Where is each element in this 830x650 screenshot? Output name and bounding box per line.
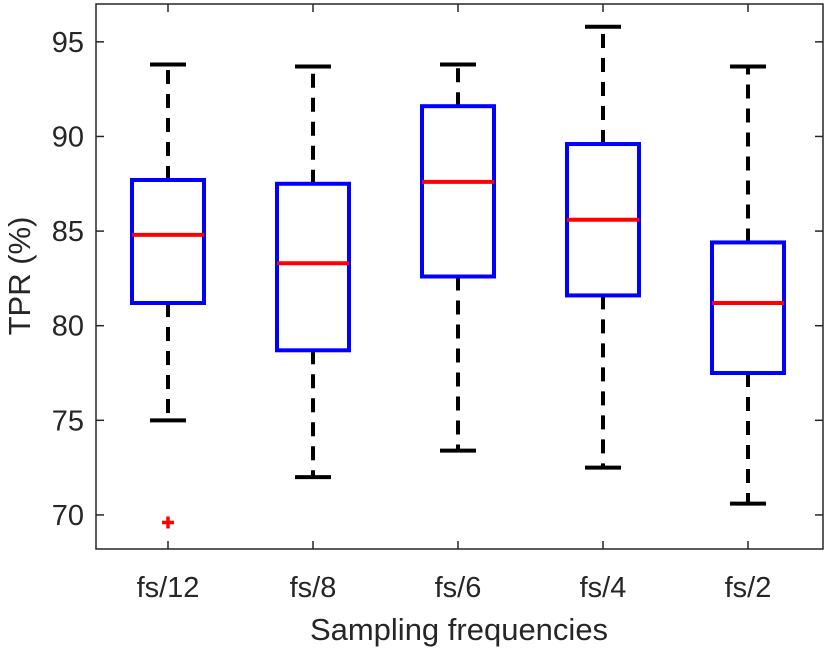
y-tick-label: 85 [52,216,84,248]
y-tick-label: 70 [52,500,84,532]
box-group-fs-8 [275,64,351,480]
plot-frame [95,3,824,550]
iqr-box [420,104,496,279]
iqr-box [130,177,206,305]
x-axis-label: Sampling frequencies [310,612,608,647]
y-tick-label: 80 [52,311,84,343]
x-tick-label: fs/8 [290,572,337,604]
y-tick-label: 75 [52,405,84,437]
x-tick-label: fs/6 [435,572,482,604]
x-tick-label: fs/2 [725,572,772,604]
box-group-fs-12 [130,62,206,529]
y-tick-label: 90 [52,121,84,153]
iqr-box [275,181,351,353]
x-tick-label: fs/12 [137,572,200,604]
x-tick-label: fs/4 [580,572,627,604]
box-group-fs-4 [565,24,641,470]
y-axis-label: TPR (%) [2,217,37,336]
x-axis-ticks: fs/12 fs/8 fs/6 fs/4 fs/2 [137,4,772,604]
y-axis-ticks: 70 75 80 85 90 95 [52,27,823,532]
y-tick-label: 95 [52,27,84,59]
iqr-box [710,240,786,376]
box-group-fs-2 [710,64,786,506]
box-group-fs-6 [420,62,496,453]
plot-marks [130,24,786,529]
